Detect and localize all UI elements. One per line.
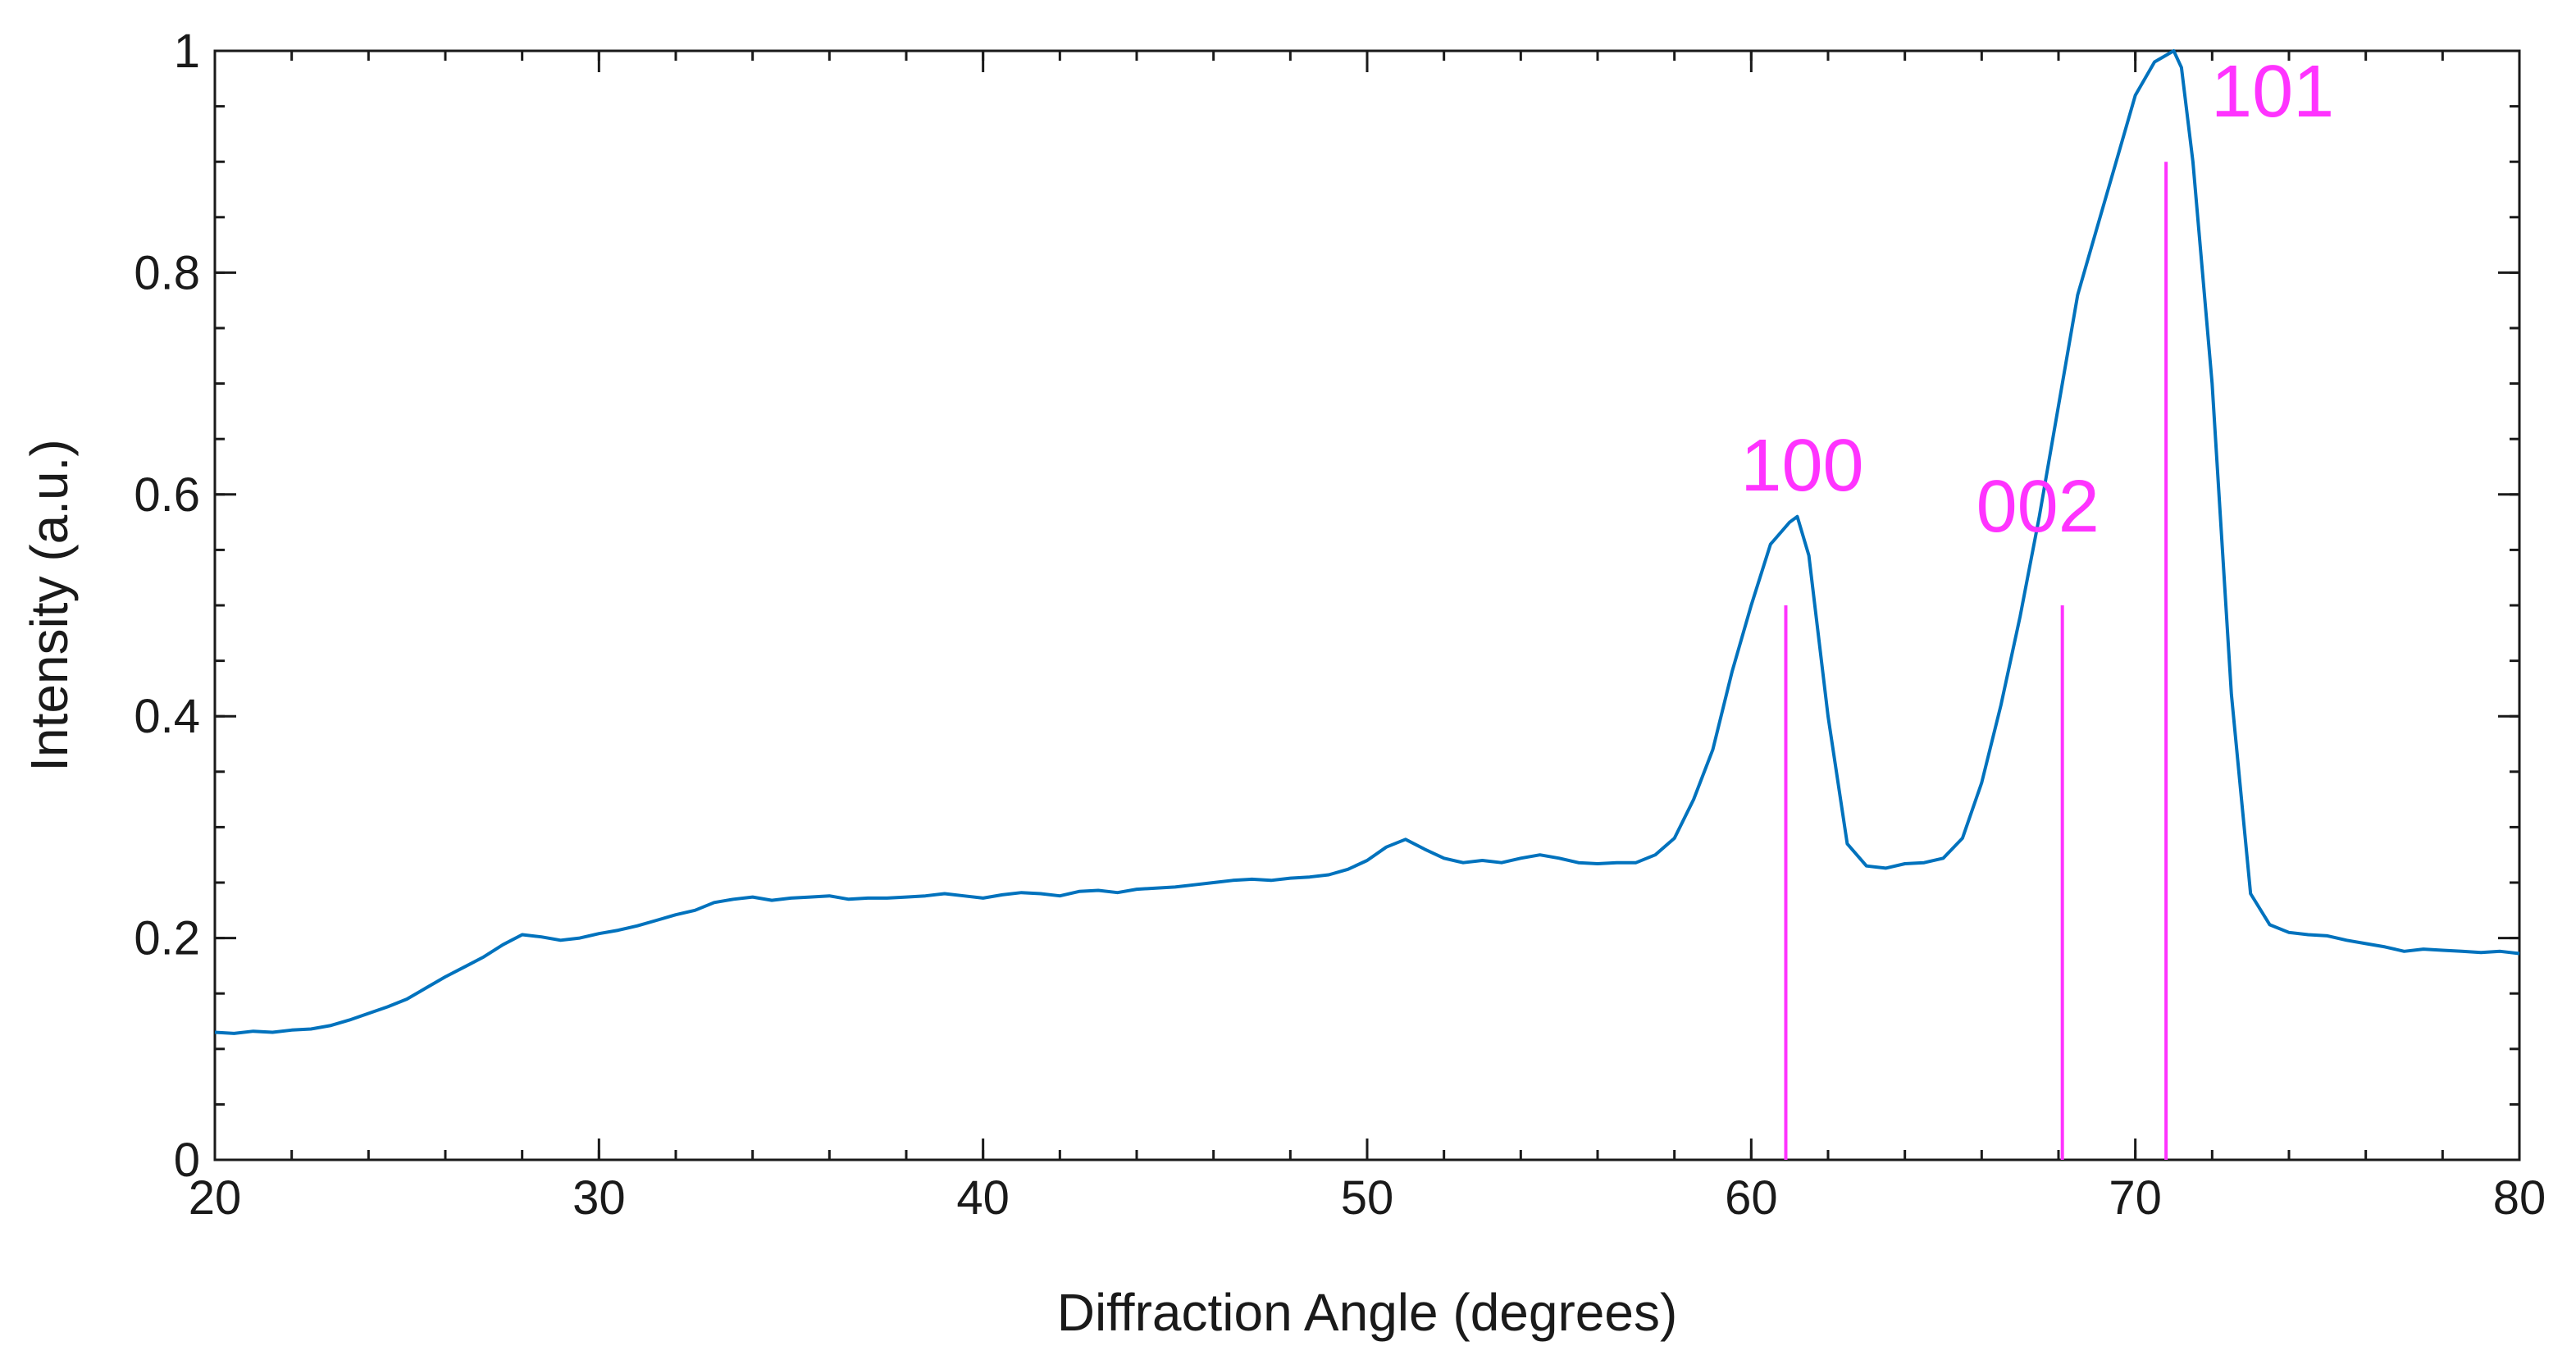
x-tick-label: 60: [1725, 1171, 1778, 1225]
x-tick-labels: 20 30 40 50 60 70 80: [189, 1171, 2546, 1225]
y-tick-label: 0: [174, 1134, 200, 1187]
y-tick-label: 0.2: [134, 912, 200, 965]
plot-frame: [213, 49, 2521, 1161]
peak-labels: 100 002 101: [1740, 51, 2334, 548]
x-tick-label: 80: [2493, 1171, 2546, 1225]
y-tick-label: 0.4: [134, 690, 200, 743]
x-tick-label: 70: [2109, 1171, 2162, 1225]
y-tick-label: 0.8: [134, 246, 200, 299]
x-tick-label: 40: [956, 1171, 1010, 1225]
intensity-series-line: [214, 49, 2520, 1035]
x-tick-label: 50: [1341, 1171, 1394, 1225]
y-tick-label: 1: [174, 25, 200, 78]
x-tick-label: 20: [189, 1171, 242, 1225]
peak-label-002: 002: [1976, 466, 2100, 548]
y-tick-labels: 0 0.2 0.4 0.6 0.8 1: [134, 25, 200, 1187]
axis-ticks: [213, 49, 2521, 1161]
y-tick-label: 0.6: [134, 468, 200, 522]
reference-lines: [1784, 162, 2168, 1160]
x-axis-title: Diffraction Angle (degrees): [1057, 1283, 1678, 1342]
x-tick-label: 30: [572, 1171, 626, 1225]
peak-label-101: 101: [2211, 51, 2334, 133]
y-axis-title: Intensity (a.u.): [20, 439, 79, 772]
peak-label-100: 100: [1740, 425, 1863, 507]
